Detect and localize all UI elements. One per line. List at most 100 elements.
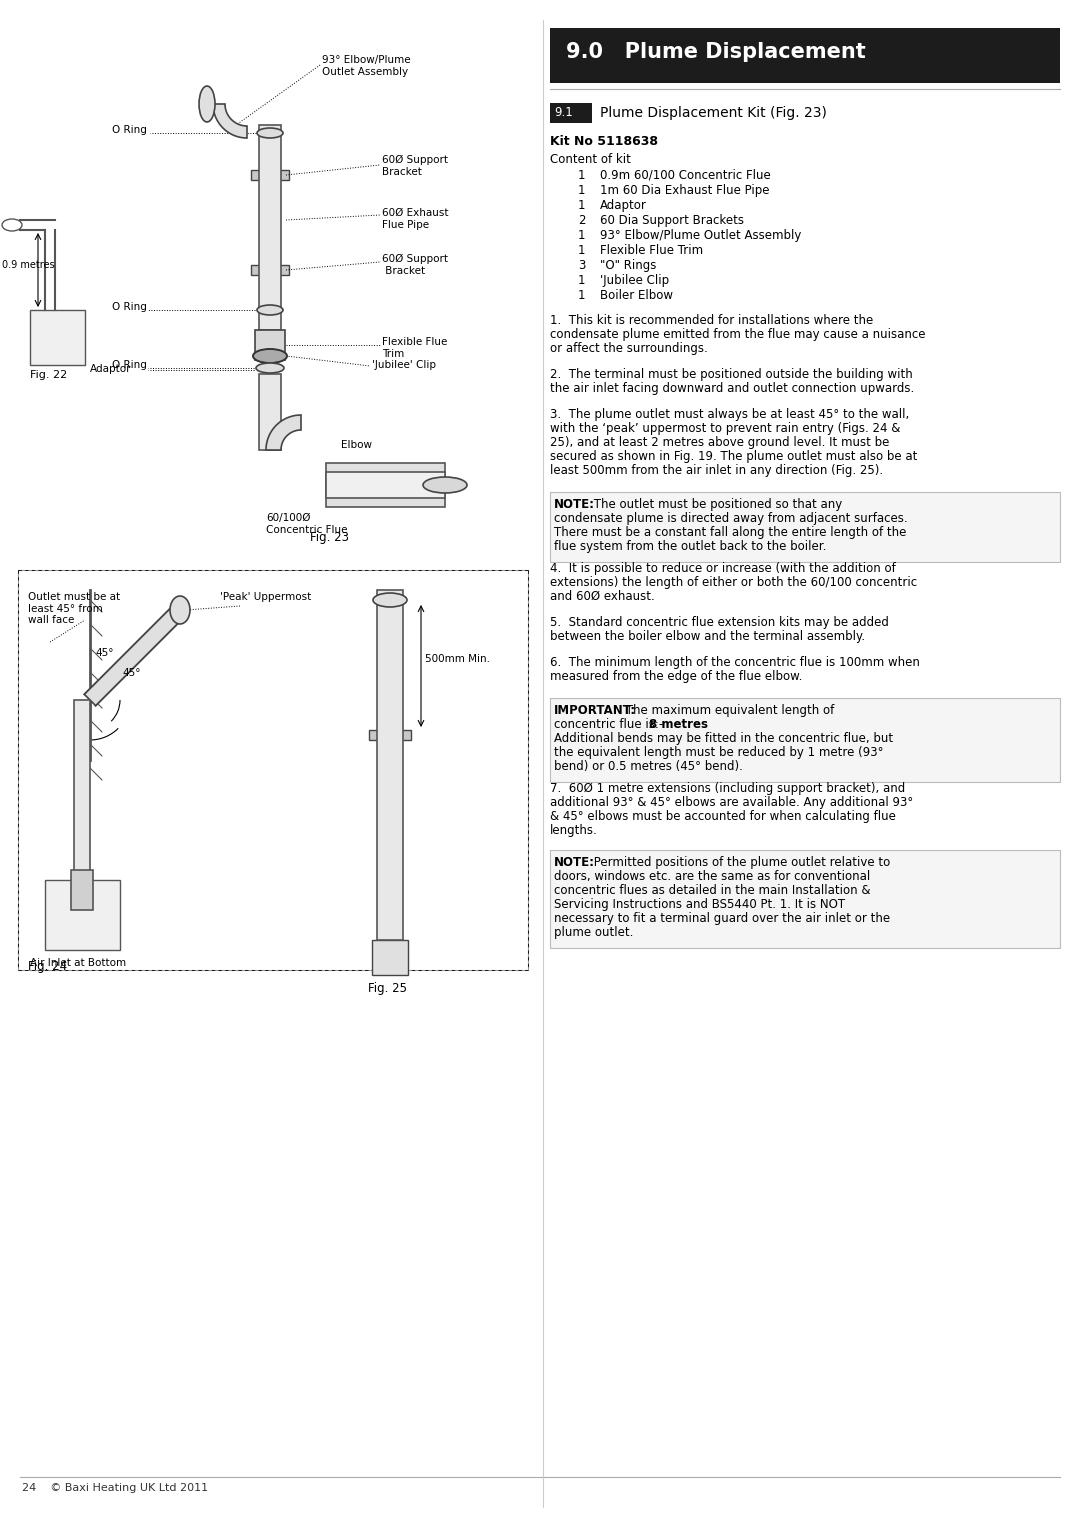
Text: 60/100Ø
Concentric Flue: 60/100Ø Concentric Flue [266, 513, 348, 534]
Text: 60Ø Support
 Bracket: 60Ø Support Bracket [382, 253, 448, 276]
Text: Content of kit: Content of kit [550, 153, 631, 166]
Bar [326, 463, 445, 507]
Text: 9.0   Plume Displacement: 9.0 Plume Displacement [566, 43, 866, 63]
Bar [550, 851, 1059, 948]
Text: 2: 2 [578, 214, 585, 228]
Bar [550, 102, 592, 124]
Bar [45, 880, 120, 950]
Text: 45°: 45° [95, 647, 113, 658]
Text: the equivalent length must be reduced by 1 metre (93°: the equivalent length must be reduced by… [554, 747, 883, 759]
Text: concentric flues as detailed in the main Installation &: concentric flues as detailed in the main… [554, 884, 870, 896]
Text: Air Inlet at Bottom: Air Inlet at Bottom [30, 957, 126, 968]
Text: 1.  This kit is recommended for installations where the: 1. This kit is recommended for installat… [550, 315, 874, 327]
Bar [369, 730, 411, 741]
Text: 60 Dia Support Brackets: 60 Dia Support Brackets [600, 214, 744, 228]
Bar [550, 698, 1059, 782]
Text: Elbow: Elbow [341, 440, 372, 450]
Text: 6.  The minimum length of the concentric flue is 100mm when: 6. The minimum length of the concentric … [550, 657, 920, 669]
Text: Flexible Flue Trim: Flexible Flue Trim [600, 244, 703, 257]
Text: 2.  The terminal must be positioned outside the building with: 2. The terminal must be positioned outsi… [550, 368, 913, 382]
Text: Servicing Instructions and BS5440 Pt. 1. It is NOT: Servicing Instructions and BS5440 Pt. 1.… [554, 898, 846, 912]
Text: plume outlet.: plume outlet. [554, 925, 633, 939]
Text: 3: 3 [578, 260, 585, 272]
Bar [377, 589, 403, 941]
Text: Adaptor: Adaptor [600, 199, 647, 212]
Polygon shape [213, 104, 247, 137]
Bar [259, 374, 281, 450]
Bar [259, 125, 281, 330]
Text: 'Jubilee' Clip: 'Jubilee' Clip [372, 360, 436, 370]
Text: condensate plume is directed away from adjacent surfaces.: condensate plume is directed away from a… [554, 512, 907, 525]
Text: the air inlet facing downward and outlet connection upwards.: the air inlet facing downward and outlet… [550, 382, 915, 395]
Text: 45°: 45° [122, 667, 140, 678]
Text: secured as shown in Fig. 19. The plume outlet must also be at: secured as shown in Fig. 19. The plume o… [550, 450, 917, 463]
Text: Boiler Elbow: Boiler Elbow [600, 289, 673, 302]
Bar [30, 310, 85, 365]
Text: 24    © Baxi Heating UK Ltd 2011: 24 © Baxi Heating UK Ltd 2011 [22, 1483, 208, 1493]
Text: 1m 60 Dia Exhaust Flue Pipe: 1m 60 Dia Exhaust Flue Pipe [600, 183, 769, 197]
Ellipse shape [373, 592, 407, 608]
Text: NOTE:: NOTE: [554, 498, 595, 512]
Text: between the boiler elbow and the terminal assembly.: between the boiler elbow and the termina… [550, 631, 865, 643]
Text: 93° Elbow/Plume
Outlet Assembly: 93° Elbow/Plume Outlet Assembly [322, 55, 410, 76]
Text: The maximum equivalent length of: The maximum equivalent length of [622, 704, 834, 718]
Text: condensate plume emitted from the flue may cause a nuisance: condensate plume emitted from the flue m… [550, 328, 926, 341]
Ellipse shape [257, 128, 283, 137]
Text: flue system from the outlet back to the boiler.: flue system from the outlet back to the … [554, 541, 826, 553]
Text: Outlet must be at
least 45° from
wall face: Outlet must be at least 45° from wall fa… [28, 592, 120, 625]
Text: 0.9 metres: 0.9 metres [2, 260, 55, 270]
Text: The outlet must be positioned so that any: The outlet must be positioned so that an… [591, 498, 842, 512]
Text: 0.9m 60/100 Concentric Flue: 0.9m 60/100 Concentric Flue [600, 169, 771, 182]
Text: 8 metres: 8 metres [649, 718, 708, 731]
Text: 1: 1 [578, 183, 585, 197]
Text: Adaptor: Adaptor [90, 363, 132, 374]
Text: O Ring: O Ring [112, 302, 147, 312]
Text: lengths.: lengths. [550, 825, 597, 837]
Text: 1: 1 [578, 244, 585, 257]
Text: 93° Elbow/Plume Outlet Assembly: 93° Elbow/Plume Outlet Assembly [600, 229, 801, 241]
Text: NOTE:: NOTE: [554, 857, 595, 869]
Text: extensions) the length of either or both the 60/100 concentric: extensions) the length of either or both… [550, 576, 917, 589]
Text: Fig. 23: Fig. 23 [310, 531, 349, 544]
Text: There must be a constant fall along the entire length of the: There must be a constant fall along the … [554, 525, 906, 539]
Text: and 60Ø exhaust.: and 60Ø exhaust. [550, 589, 654, 603]
Ellipse shape [2, 218, 22, 231]
Text: 1: 1 [578, 169, 585, 182]
Ellipse shape [257, 305, 283, 315]
Text: 9.1: 9.1 [554, 105, 572, 119]
Bar [550, 492, 1059, 562]
Text: 1: 1 [578, 289, 585, 302]
Ellipse shape [170, 596, 190, 625]
Ellipse shape [199, 86, 215, 122]
Bar [75, 699, 90, 880]
Bar [372, 941, 408, 976]
Bar [326, 472, 445, 498]
Bar [251, 266, 289, 275]
Bar [251, 169, 289, 180]
Text: & 45° elbows must be accounted for when calculating flue: & 45° elbows must be accounted for when … [550, 809, 896, 823]
Text: with the ‘peak’ uppermost to prevent rain entry (Figs. 24 &: with the ‘peak’ uppermost to prevent rai… [550, 421, 901, 435]
Text: additional 93° & 45° elbows are available. Any additional 93°: additional 93° & 45° elbows are availabl… [550, 796, 914, 809]
Text: 7.  60Ø 1 metre extensions (including support bracket), and: 7. 60Ø 1 metre extensions (including sup… [550, 782, 905, 796]
Text: 5.  Standard concentric flue extension kits may be added: 5. Standard concentric flue extension ki… [550, 615, 889, 629]
Text: Permitted positions of the plume outlet relative to: Permitted positions of the plume outlet … [591, 857, 891, 869]
Text: 60Ø Support
Bracket: 60Ø Support Bracket [382, 156, 448, 177]
Bar [550, 27, 1059, 82]
Text: 3.  The plume outlet must always be at least 45° to the wall,: 3. The plume outlet must always be at le… [550, 408, 909, 421]
Ellipse shape [423, 476, 467, 493]
Text: Fig. 22: Fig. 22 [30, 370, 67, 380]
Text: IMPORTANT:: IMPORTANT: [554, 704, 636, 718]
Text: O Ring: O Ring [112, 125, 147, 134]
Text: necessary to fit a terminal guard over the air inlet or the: necessary to fit a terminal guard over t… [554, 912, 890, 925]
Text: Fig. 25: Fig. 25 [368, 982, 407, 996]
Text: Kit No 5118638: Kit No 5118638 [550, 134, 658, 148]
Text: Fig. 24: Fig. 24 [28, 960, 67, 973]
Text: 4.  It is possible to reduce or increase (with the addition of: 4. It is possible to reduce or increase … [550, 562, 895, 576]
Text: Plume Displacement Kit (Fig. 23): Plume Displacement Kit (Fig. 23) [600, 105, 827, 121]
Text: 500mm Min.: 500mm Min. [426, 654, 490, 664]
Text: 25), and at least 2 metres above ground level. It must be: 25), and at least 2 metres above ground … [550, 437, 889, 449]
Text: doors, windows etc. are the same as for conventional: doors, windows etc. are the same as for … [554, 870, 870, 883]
Text: concentric flue is:-: concentric flue is:- [554, 718, 671, 731]
Text: "O" Rings: "O" Rings [600, 260, 657, 272]
Text: 1: 1 [578, 229, 585, 241]
